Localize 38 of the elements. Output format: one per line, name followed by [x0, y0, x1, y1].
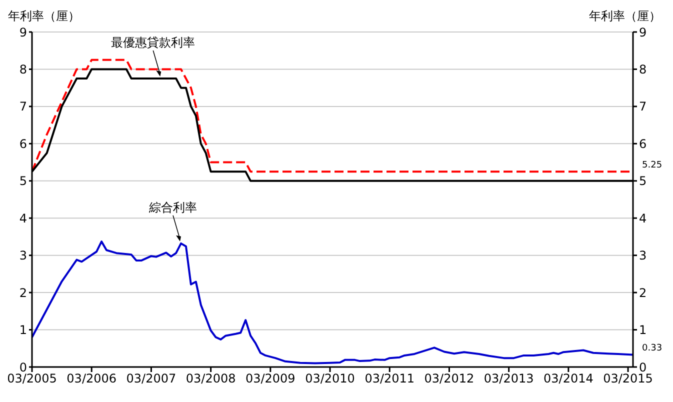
x-tick-label: 03/2009 [245, 372, 296, 386]
x-tick-label: 03/2011 [364, 372, 415, 386]
y2-tick-label: 1 [639, 323, 647, 338]
y2-tick-label: 3 [639, 248, 647, 263]
annotation: 綜合利率 [148, 200, 198, 214]
y-tick-label: 4 [19, 211, 27, 226]
data-label: 0.33 [642, 344, 662, 354]
y-tick-label: 2 [19, 286, 27, 300]
y-tick-label: 9 [19, 25, 27, 40]
y-tick-label: 6 [19, 136, 27, 151]
line-series [32, 240, 633, 364]
y-tick-label: 8 [19, 62, 27, 76]
x-tick-label: 03/2007 [126, 372, 176, 386]
y-tick-label: 0 [19, 360, 27, 374]
y2-tick-label: 2 [639, 286, 647, 300]
x-tick-label: 03/2013 [484, 372, 534, 386]
y2-tick-label: 8 [639, 62, 647, 76]
x-tick-label: 03/2010 [305, 372, 355, 386]
y2-tick-label: 9 [639, 25, 647, 40]
x-tick-label: 03/2014 [544, 372, 594, 386]
y-axis-title: 年利率（厘） [8, 8, 80, 25]
x-tick-label: 03/2006 [66, 372, 117, 386]
x-tick-label: 03/2005 [7, 372, 57, 386]
y2-axis-title: 年利率（厘） [589, 8, 661, 25]
data-label: 5.25 [642, 160, 662, 171]
x-tick-label: 03/2012 [424, 372, 474, 386]
y2-tick-label: 7 [639, 100, 647, 114]
y2-tick-label: 5 [639, 174, 647, 188]
y-tick-label: 5 [19, 174, 27, 188]
y-tick-label: 7 [19, 100, 27, 114]
y2-tick-label: 6 [639, 136, 647, 151]
y2-tick-label: 4 [639, 211, 647, 226]
x-tick-label: 03/2015 [603, 372, 653, 386]
y-tick-label: 3 [19, 248, 27, 263]
x-tick-label: 03/2008 [186, 372, 236, 386]
y-tick-label: 1 [19, 323, 27, 338]
y2-tick-label: 0 [639, 360, 647, 374]
annotation: 最優惠貸款利率 [111, 36, 196, 50]
